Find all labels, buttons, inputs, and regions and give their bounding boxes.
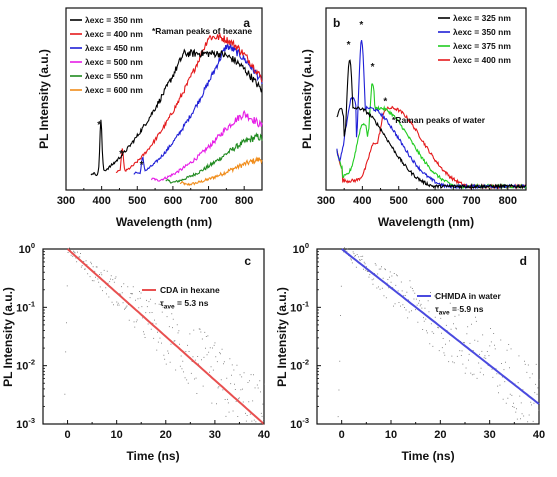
panel-b-raman-marker-2: * — [371, 62, 375, 73]
panel-a-legend-label-0: λexc = 350 nm — [85, 15, 143, 25]
panel-b-legend-label-0: λexc = 325 nm — [453, 13, 511, 23]
panel-b-letter: b — [333, 16, 340, 30]
panel-d-ytick-label-3: 10-3 — [290, 416, 309, 431]
panel-a-xlabel: Wavelength (nm) — [116, 215, 212, 229]
panel-d-xtick-label-0: 0 — [339, 429, 345, 441]
panel-a-legend-label-5: λexc = 600 nm — [85, 85, 143, 95]
panel-d-ytick-label-2: 10-2 — [290, 358, 309, 373]
panel-b-xtick-label-0: 300 — [317, 195, 335, 207]
panel-b: * * * * 300 400 500 600 700 800 b *Raman peaks o… — [300, 7, 527, 229]
panel-a-legend-label-3: λexc = 500 nm — [85, 57, 143, 67]
panel-c-ytick-label-3: 10-3 — [16, 416, 35, 431]
panel-b-xtick-label-2: 500 — [390, 195, 408, 207]
panel-a-raman-marker-0: * — [97, 120, 101, 131]
panel-d-xlabel: Time (ns) — [401, 449, 454, 463]
panel-b-frame — [325, 7, 527, 191]
panel-c-data-points — [63, 247, 265, 424]
panel-a-series-2 — [133, 42, 263, 175]
panel-b-xlabel: Wavelength (nm) — [378, 215, 474, 229]
panel-b-xtick-label-5: 800 — [499, 195, 517, 207]
panel-c-xtick-label-1: 10 — [111, 429, 123, 441]
panel-c-xtick-label-3: 30 — [209, 429, 221, 441]
panel-a-series-4 — [165, 132, 263, 184]
panel-b-ylabel: PL Intensity (a.u.) — [300, 49, 314, 149]
panel-a-series-3 — [150, 109, 263, 182]
panel-c-legend-label: CDA in hexane — [160, 285, 220, 295]
panel-a-letter: a — [243, 16, 250, 30]
panel-d: 0 10 20 30 40 100 10-1 10-2 10-3 d CHMDA in wate… — [275, 241, 545, 463]
panel-c: 0 10 20 30 40 100 10-1 10-2 10-3 c CDA in hexane… — [1, 241, 270, 463]
panel-a-legend-label-2: λexc = 450 nm — [85, 43, 143, 53]
panel-b-raman-marker-3: * — [383, 96, 387, 107]
panel-d-data-points — [337, 247, 540, 423]
panel-a-xtick-label-1: 400 — [92, 195, 110, 207]
panel-a-xtick-label-0: 300 — [57, 195, 75, 207]
panel-c-letter: c — [244, 254, 251, 268]
panel-b-raman-marker-0: * — [347, 40, 351, 51]
panel-a-frame — [65, 7, 263, 191]
panel-c-xtick-label-0: 0 — [64, 429, 70, 441]
panel-d-letter: d — [520, 254, 527, 268]
panel-b-annotation: *Raman peaks of water — [392, 115, 486, 125]
panel-a-series-1 — [115, 32, 263, 173]
panel-a-series-5 — [179, 156, 263, 187]
panel-c-ytick-label-0: 100 — [19, 241, 35, 256]
panel-a: * * * 300 400 500 600 700 800 a *Raman peaks of… — [37, 7, 263, 229]
panel-a-legend-label-4: λexc = 550 nm — [85, 71, 143, 81]
panel-c-xtick-label-4: 40 — [258, 429, 270, 441]
panel-c-ylabel: PL Intensity (a.u.) — [1, 287, 15, 387]
panel-a-legend-label-1: λexc = 400 nm — [85, 29, 143, 39]
panel-d-xtick-label-1: 10 — [385, 429, 397, 441]
panel-b-legend-label-1: λexc = 350 nm — [453, 27, 511, 37]
panel-d-xtick-label-3: 30 — [484, 429, 496, 441]
panel-c-tau-label: τave = 5.3 ns — [160, 298, 209, 311]
panel-b-xtick-label-1: 400 — [353, 195, 371, 207]
panel-d-ytick-label-1: 10-1 — [290, 299, 309, 314]
panel-a-xtick-label-2: 500 — [128, 195, 146, 207]
panel-c-xlabel: Time (ns) — [126, 449, 179, 463]
panel-d-fit-line — [341, 248, 540, 405]
panel-c-frame — [42, 248, 265, 425]
panel-d-frame — [316, 248, 540, 425]
panel-c-xtick-label-2: 20 — [160, 429, 172, 441]
panel-c-legend: CDA in hexane τave = 5.3 ns — [142, 285, 220, 311]
panel-c-ytick-label-2: 10-2 — [16, 358, 35, 373]
panel-d-ytick-label-0: 100 — [293, 241, 309, 256]
panel-d-legend-label: CHMDA in water — [435, 291, 501, 301]
panel-a-series-0 — [90, 48, 263, 177]
panel-b-xtick-label-4: 700 — [462, 195, 480, 207]
panel-a-raman-marker-2: * — [140, 160, 144, 171]
panel-b-xtick-label-3: 600 — [426, 195, 444, 207]
panel-b-series-0 — [336, 59, 527, 190]
panel-b-legend-label-3: λexc = 400 nm — [453, 55, 511, 65]
panel-a-xtick-label-4: 700 — [199, 195, 217, 207]
panel-d-xtick-label-4: 40 — [533, 429, 545, 441]
panel-b-legend: λexc = 325 nm λexc = 350 nm λexc = 375 nm λ… — [438, 13, 511, 65]
panel-c-fit-line — [66, 248, 265, 425]
panel-a-annotation: *Raman peaks of hexane — [152, 26, 252, 36]
panel-a-xtick-label-5: 800 — [235, 195, 253, 207]
panel-a-legend: λexc = 350 nm λexc = 400 nm λexc = 450 nm λ… — [70, 15, 143, 95]
panel-a-ylabel: PL Intensity (a.u.) — [37, 49, 51, 149]
panel-d-xtick-label-2: 20 — [434, 429, 446, 441]
panel-c-ytick-label-1: 10-1 — [16, 299, 35, 314]
panel-a-raman-marker-1: * — [119, 149, 123, 160]
panel-b-raman-marker-1: * — [359, 20, 363, 31]
panel-b-legend-label-2: λexc = 375 nm — [453, 41, 511, 51]
panel-a-xtick-label-3: 600 — [164, 195, 182, 207]
panel-d-ylabel: PL Intensity (a.u.) — [275, 287, 289, 387]
